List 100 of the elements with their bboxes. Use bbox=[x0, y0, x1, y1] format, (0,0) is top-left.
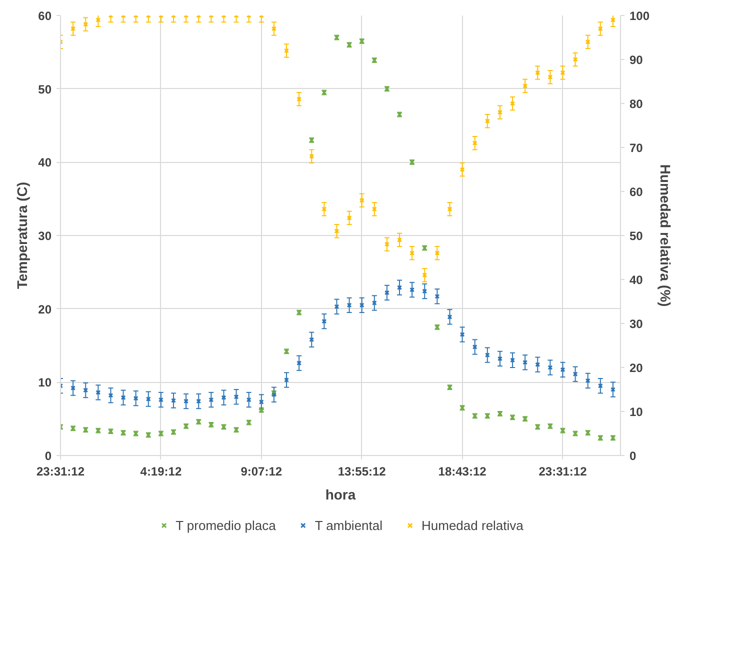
point bbox=[598, 383, 603, 388]
point bbox=[460, 166, 465, 172]
point bbox=[572, 56, 578, 62]
point bbox=[322, 206, 327, 212]
point bbox=[384, 242, 390, 247]
point bbox=[208, 397, 214, 402]
y-tick-label: 50 bbox=[38, 82, 52, 96]
y2-tick-label: 90 bbox=[630, 53, 644, 67]
point bbox=[572, 372, 578, 377]
point bbox=[70, 26, 76, 32]
point bbox=[585, 39, 590, 44]
point bbox=[497, 356, 502, 362]
point bbox=[535, 362, 540, 368]
point bbox=[447, 206, 452, 212]
x-tick-label: 18:43:12 bbox=[438, 464, 487, 478]
point bbox=[434, 294, 440, 299]
point bbox=[158, 397, 164, 402]
point bbox=[372, 300, 377, 306]
y-tick-label: 0 bbox=[44, 449, 52, 463]
point bbox=[296, 96, 302, 102]
point bbox=[510, 100, 516, 106]
point bbox=[309, 154, 314, 159]
point bbox=[96, 17, 101, 22]
point bbox=[334, 304, 340, 310]
x-tick-label: 23:31:12 bbox=[36, 464, 85, 478]
point bbox=[196, 398, 202, 404]
legend-label: T promedio placa bbox=[176, 518, 276, 532]
point bbox=[548, 364, 553, 370]
point bbox=[359, 302, 364, 308]
x-tick-label: 23:31:12 bbox=[538, 464, 588, 478]
point bbox=[422, 272, 428, 278]
x-axis-title: hora bbox=[325, 486, 356, 502]
point bbox=[535, 70, 540, 76]
point bbox=[396, 237, 402, 242]
point bbox=[359, 198, 364, 203]
point bbox=[83, 22, 88, 27]
y2-tick-label: 70 bbox=[630, 141, 644, 155]
x-tick-label: 9:07:12 bbox=[240, 464, 282, 478]
y2-tick-label: 30 bbox=[630, 317, 644, 331]
y-tick-label: 40 bbox=[38, 156, 52, 170]
point bbox=[83, 388, 88, 393]
point bbox=[234, 394, 239, 400]
point bbox=[170, 398, 176, 404]
point bbox=[184, 398, 189, 404]
y-axis-title: Temperatura (C) bbox=[14, 182, 30, 290]
point bbox=[410, 287, 415, 292]
point bbox=[96, 390, 101, 395]
point bbox=[146, 396, 151, 402]
point bbox=[422, 288, 428, 294]
point bbox=[460, 332, 465, 338]
y2-tick-label: 20 bbox=[630, 361, 644, 375]
point bbox=[346, 215, 352, 220]
legend-label: T ambiental bbox=[314, 518, 383, 532]
point bbox=[384, 290, 390, 296]
point bbox=[108, 392, 114, 398]
point bbox=[560, 70, 566, 76]
point bbox=[585, 378, 590, 384]
point bbox=[497, 110, 502, 115]
point bbox=[560, 367, 566, 372]
point bbox=[522, 360, 528, 365]
point bbox=[410, 250, 415, 256]
point bbox=[598, 26, 603, 32]
y2-tick-label: 0 bbox=[630, 449, 636, 463]
point bbox=[296, 360, 302, 366]
point bbox=[271, 26, 276, 32]
y2-tick-label: 50 bbox=[630, 229, 644, 243]
point bbox=[510, 358, 516, 363]
y2-tick-label: 60 bbox=[630, 185, 644, 199]
point bbox=[221, 395, 226, 400]
point bbox=[372, 206, 377, 212]
point bbox=[472, 140, 478, 146]
point bbox=[346, 302, 352, 308]
point bbox=[258, 399, 264, 404]
point bbox=[246, 397, 252, 402]
point bbox=[610, 386, 616, 392]
point bbox=[610, 17, 616, 22]
y2-axis-title: Humedad relativa (%) bbox=[658, 164, 674, 307]
point bbox=[284, 377, 290, 382]
y2-tick-label: 100 bbox=[630, 9, 650, 23]
y-tick-label: 30 bbox=[38, 229, 52, 243]
point bbox=[434, 250, 440, 256]
point bbox=[447, 314, 452, 320]
x-tick-label: 4:19:12 bbox=[140, 464, 182, 478]
y-tick-label: 60 bbox=[38, 9, 52, 23]
y2-tick-label: 40 bbox=[630, 273, 644, 287]
y-tick-label: 10 bbox=[38, 376, 52, 390]
point bbox=[334, 228, 340, 234]
y2-tick-label: 10 bbox=[630, 405, 644, 419]
point bbox=[472, 344, 478, 350]
point bbox=[548, 74, 553, 80]
x-tick-label: 13:55:12 bbox=[338, 464, 386, 478]
point bbox=[120, 395, 126, 400]
point bbox=[309, 337, 314, 342]
y2-tick-label: 80 bbox=[630, 97, 644, 111]
point bbox=[322, 318, 327, 324]
point bbox=[133, 396, 138, 401]
point bbox=[522, 83, 528, 88]
legend-label: Humedad relativa bbox=[422, 518, 524, 532]
point bbox=[284, 48, 290, 54]
y-tick-label: 20 bbox=[38, 302, 52, 316]
